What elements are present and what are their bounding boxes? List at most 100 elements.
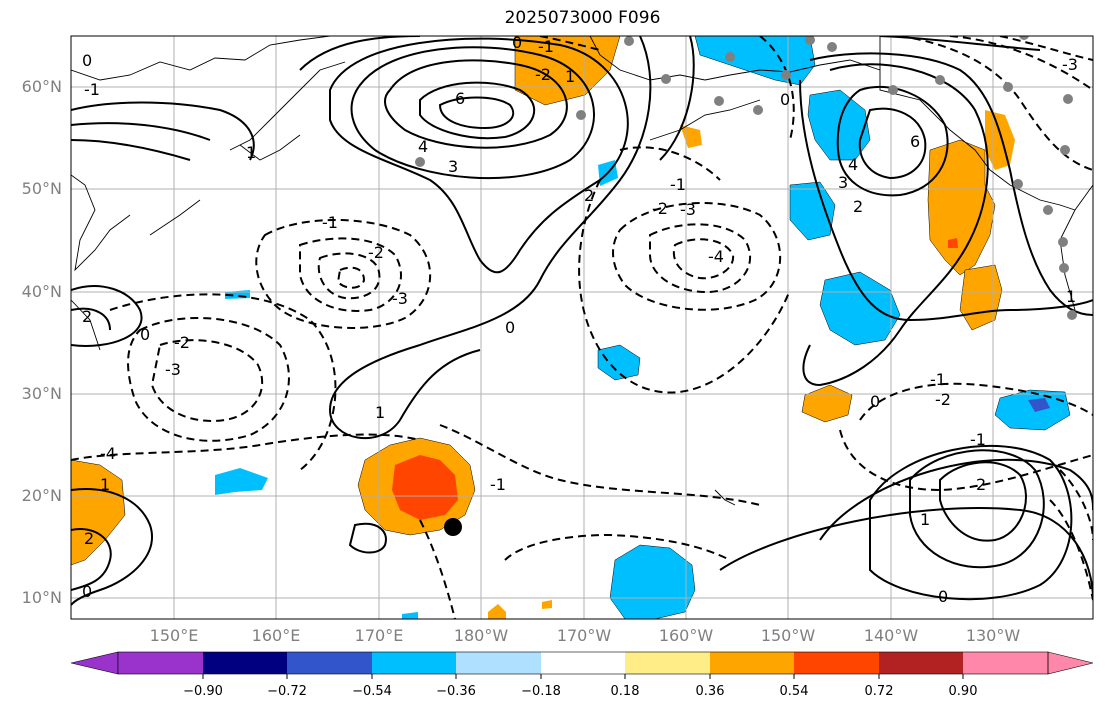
lon-label: 170°W [556,626,612,645]
colorbar [70,651,1094,679]
anomaly-patch-positive [927,139,996,276]
contour-label: 0 [82,51,92,70]
anomaly-patch-negative [994,389,1071,431]
station-dot [1058,237,1068,247]
station-dot [576,110,586,120]
anomaly-patch-negative [819,271,901,346]
contour-label: -3 [1062,55,1078,74]
contour-label: -4 [100,444,116,463]
map-frame [70,35,1094,620]
station-dot [714,96,724,106]
lat-label: 20°N [21,486,62,505]
colorbar-tick-label: 0.72 [864,684,894,699]
map-panel [71,36,1093,619]
colorbar-tick-label: 0.18 [610,684,640,699]
station-dot [1003,82,1013,92]
colorbar-segment [625,652,710,674]
station-dot [725,52,735,62]
colorbar-tick-label: −0.54 [352,684,392,699]
colorbar-tick-label: −0.72 [267,684,307,699]
contour-label: -1 [84,80,100,99]
lon-label: 170°E [354,626,404,645]
station-dot [1043,205,1053,215]
contour-label: -2 [174,333,190,352]
colorbar-extend-high [1047,651,1094,675]
contour-label: -3 [392,289,408,308]
anomaly-patch-negative [597,344,641,381]
contour-label: -2 [935,390,951,409]
station-dot [1060,145,1070,155]
contour-label: 2 [853,197,863,216]
colorbar-segment [287,652,372,674]
lon-label: 140°W [863,626,919,645]
contour-label: 0 [505,318,515,337]
contour-label: -2 [652,199,668,218]
station-markers [415,36,1077,320]
storm-position-marker [444,518,462,536]
station-dot [661,74,671,84]
contour-label: 0 [780,90,790,109]
contour-label: -1 [538,37,554,56]
contour-label: 2 [84,529,94,548]
lon-label: 180°W [453,626,509,645]
contour-label: 4 [418,137,428,156]
station-dot [1067,310,1077,320]
lon-label: 160°W [658,626,714,645]
colorbar-segment [879,652,963,674]
contour-label: -2 [535,65,551,84]
lat-label: 10°N [21,588,62,607]
colorbar-tick-label: 0.90 [948,684,978,699]
colorbar-segment [541,652,625,674]
colorbar-segment [710,652,794,674]
lon-label: 130°W [965,626,1021,645]
anomaly-patch-negative [215,468,268,495]
anomaly-patch-strong [948,238,958,248]
anomaly-patch-negative [609,544,696,619]
colorbar-segment [118,652,203,674]
colorbar-segment [963,652,1048,674]
station-dot [415,157,425,167]
anomaly-patch-positive [514,36,621,106]
contour-label: 4 [848,155,858,174]
lon-label: 160°E [251,626,301,645]
anomaly-patch-positive [488,604,506,619]
contour-label: -3 [165,360,181,379]
lat-label: 40°N [21,282,62,301]
contour-label: 1 [1066,287,1076,306]
contour-label: 6 [910,132,920,151]
anomaly-patch-strong [392,455,458,520]
colorbar-segment [794,652,879,674]
contour-label: 0 [870,392,880,411]
colorbar-tick-label: 0.54 [779,684,809,699]
station-dot [1013,179,1023,189]
contour-labels: 6 4 3 2 1 0 -1 -2 -3 -4 6 4 3 2 1 0 -1 -… [82,33,1078,606]
station-dot [781,70,791,80]
station-dot [935,75,945,85]
contour-label: -1 [670,175,686,194]
station-dot [624,36,634,46]
station-dot [805,36,815,45]
contour-label: -1 [970,430,986,449]
anomaly-patch-strong-negative [1028,398,1050,412]
colorbar-tick-label: −0.18 [521,684,561,699]
contour-label: 3 [838,173,848,192]
station-dot [1019,36,1029,40]
contour-label: -2 [368,243,384,262]
colorbar-segment [456,652,541,674]
lon-label: 150°W [760,626,816,645]
lat-label: 50°N [21,179,62,198]
contour-label: 0 [140,325,150,344]
anomaly-patch-positive [71,459,126,566]
lat-label: 60°N [21,77,62,96]
contour-label: 2 [976,475,986,494]
anomaly-patch-positive [542,600,552,609]
lat-label: 30°N [21,384,62,403]
contour-label: 1 [565,67,575,86]
contour-label: 0 [938,587,948,606]
contour-label: -1 [490,475,506,494]
negative-contours [71,36,1093,619]
anomaly-patch-negative [789,181,836,241]
colorbar-tick-label: 0.36 [695,684,725,699]
contour-label: 0 [512,33,522,52]
